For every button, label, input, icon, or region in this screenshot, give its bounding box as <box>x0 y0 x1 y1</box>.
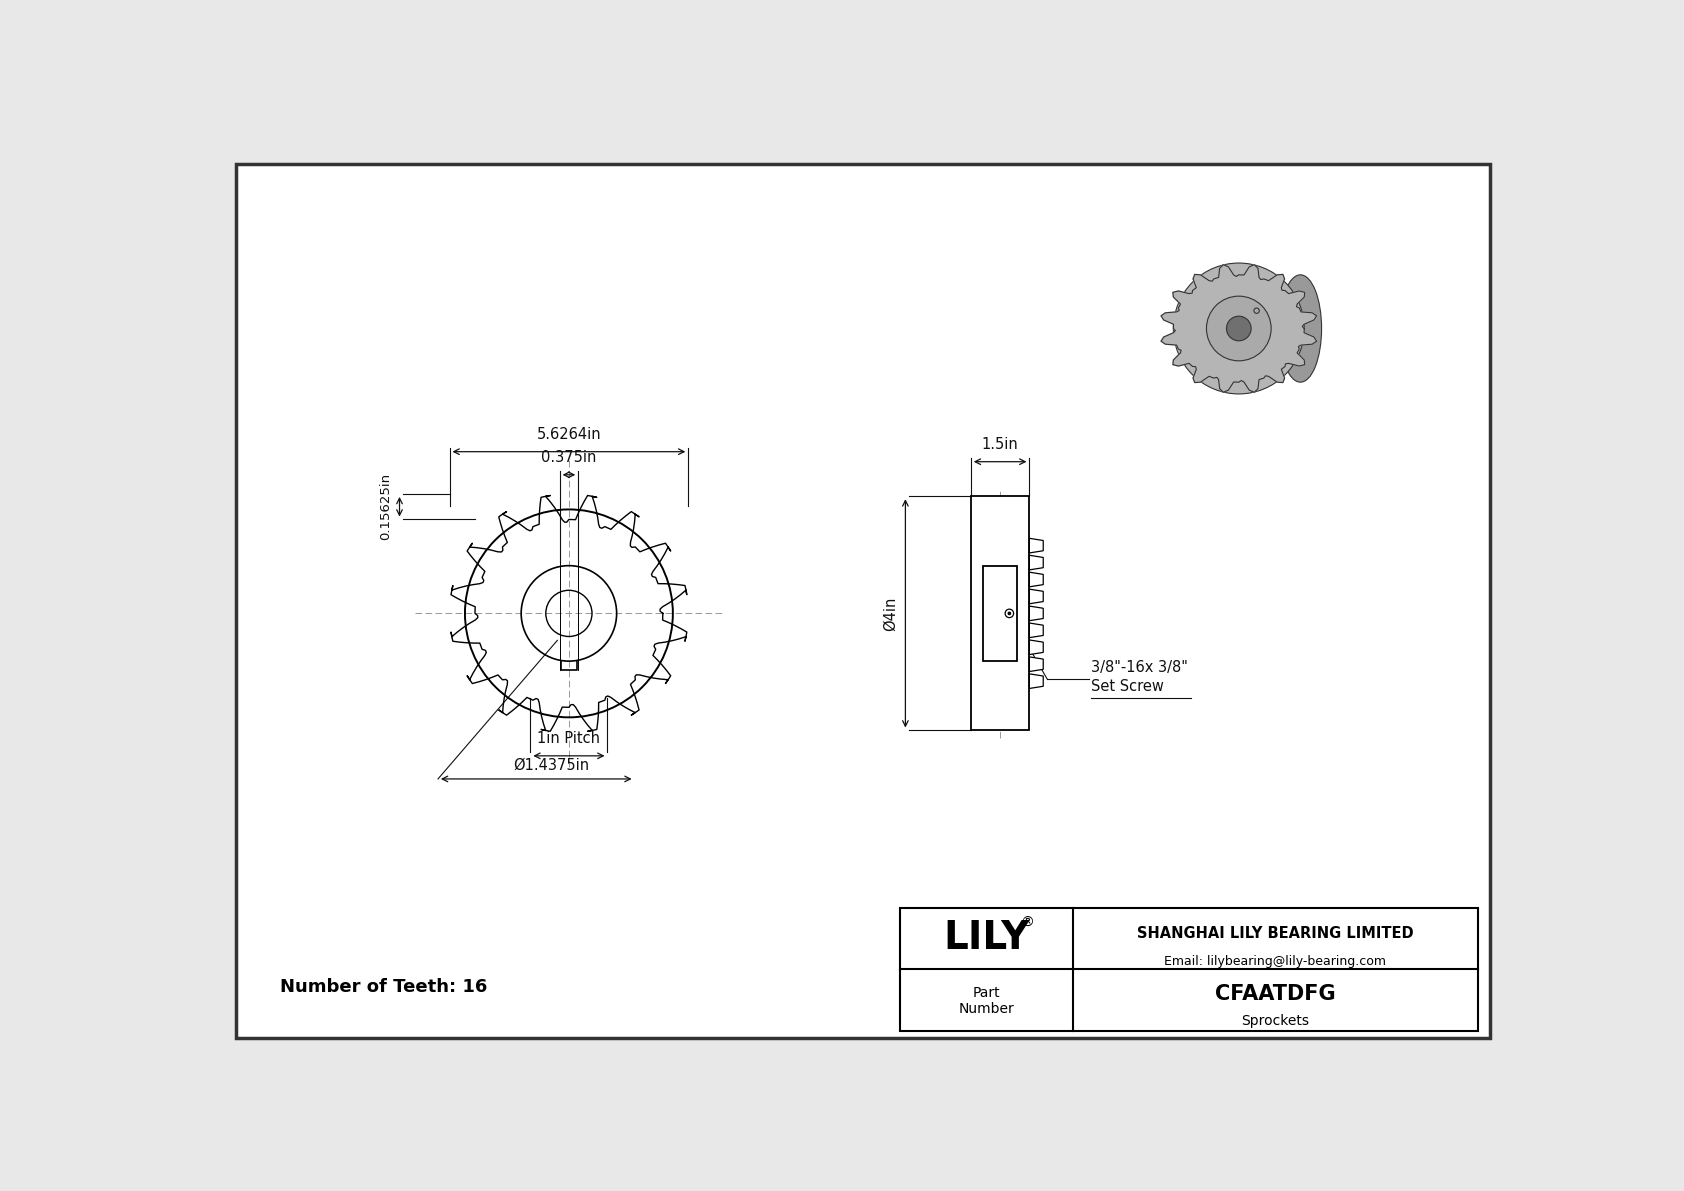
Text: 1in Pitch: 1in Pitch <box>537 731 601 746</box>
Bar <box>899 908 1477 1030</box>
Bar <box>983 566 1017 661</box>
Circle shape <box>1009 612 1010 615</box>
Text: Sprockets: Sprockets <box>1241 1014 1310 1028</box>
Polygon shape <box>1029 606 1042 621</box>
Polygon shape <box>1029 590 1042 604</box>
Text: 0.375in: 0.375in <box>541 450 596 464</box>
Text: ®: ® <box>1021 916 1034 930</box>
Text: Part
Number: Part Number <box>958 986 1014 1016</box>
Polygon shape <box>1029 674 1042 688</box>
Ellipse shape <box>1280 275 1322 382</box>
Text: 1.5in: 1.5in <box>982 437 1019 451</box>
Polygon shape <box>1029 657 1042 672</box>
Text: Ø1.4375in: Ø1.4375in <box>514 757 589 773</box>
Circle shape <box>1206 297 1271 361</box>
Text: Ø4in: Ø4in <box>882 597 898 630</box>
Polygon shape <box>1029 572 1042 587</box>
Polygon shape <box>1029 623 1042 637</box>
Text: LILY: LILY <box>943 919 1029 958</box>
Text: Number of Teeth: 16: Number of Teeth: 16 <box>280 978 488 996</box>
Circle shape <box>1174 263 1305 394</box>
Text: CFAATDFG: CFAATDFG <box>1216 984 1335 1004</box>
Bar <box>972 497 1029 730</box>
Text: 3/8"-16x 3/8": 3/8"-16x 3/8" <box>1091 660 1187 675</box>
Text: 5.6264in: 5.6264in <box>537 426 601 442</box>
Polygon shape <box>1029 538 1042 553</box>
Text: Email: lilybearing@lily-bearing.com: Email: lilybearing@lily-bearing.com <box>1164 955 1386 968</box>
Circle shape <box>1226 316 1251 341</box>
Polygon shape <box>1029 555 1042 569</box>
Text: 0.15625in: 0.15625in <box>379 473 392 541</box>
Text: Set Screw: Set Screw <box>1091 679 1164 694</box>
Polygon shape <box>1029 640 1042 655</box>
Text: SHANGHAI LILY BEARING LIMITED: SHANGHAI LILY BEARING LIMITED <box>1137 925 1413 941</box>
Polygon shape <box>1160 264 1317 392</box>
